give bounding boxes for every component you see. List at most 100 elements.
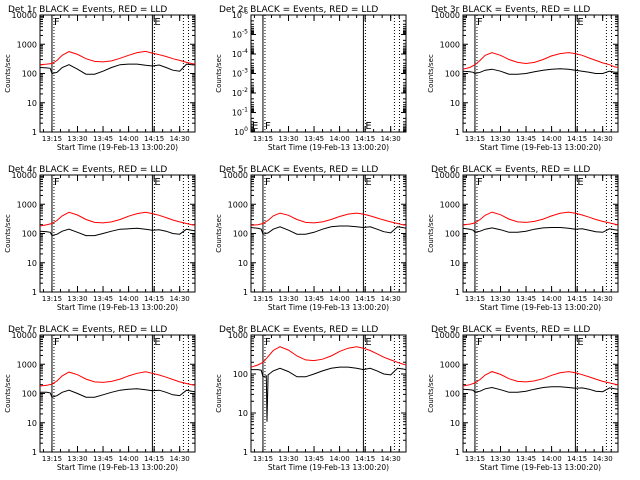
x-tick-label: 13:30	[278, 135, 298, 143]
panel-det-2: Det 2r BLACK = Events, RED = LLD Counts/s…	[215, 5, 407, 152]
y-tick-label: 1000	[440, 40, 460, 49]
plot-frame	[462, 174, 619, 293]
y-tick-label: 10	[450, 419, 460, 428]
x-tick-label: 13:30	[67, 295, 87, 303]
x-tick-label: 14:00	[118, 295, 138, 303]
y-tick-label: 100	[22, 390, 37, 399]
series-events-line	[40, 388, 195, 398]
y-tick-label: 10000	[12, 171, 37, 180]
y-tick-label: 1	[243, 448, 248, 457]
x-tick-label: 13:30	[490, 455, 510, 463]
panel-title: Det 9r BLACK = Events, RED = LLD	[431, 325, 590, 335]
panel-title: Det 2r BLACK = Events, RED = LLD	[219, 5, 378, 15]
x-tick-label: 14:30	[381, 135, 401, 143]
panel-det-9: Det 9r BLACK = Events, RED = LLD Counts/s…	[427, 325, 619, 472]
y-tick-label: 100	[445, 390, 460, 399]
x-tick-label: 13:45	[304, 295, 324, 303]
marker-letter-F: F	[477, 177, 483, 188]
marker-letter-E: E	[365, 121, 371, 132]
x-tick-label: 14:15	[567, 135, 587, 143]
marker-letter-F: F	[265, 121, 271, 132]
y-axis-label: Counts/sec	[427, 374, 435, 413]
panel-title: Det 7r BLACK = Events, RED = LLD	[8, 325, 167, 335]
marker-letter-F: F	[265, 177, 271, 188]
y-tick-label: 10	[27, 99, 37, 108]
y-tick-label: 10-2	[232, 87, 248, 98]
marker-letter-E: E	[154, 17, 160, 28]
marker-letter-F: F	[54, 337, 60, 348]
y-tick-label: 10-3	[232, 68, 248, 79]
plot-frame	[462, 334, 619, 453]
y-tick-label: 100	[22, 70, 37, 79]
y-axis-label: Counts/sec	[215, 214, 223, 253]
panel-title: Det 4r BLACK = Events, RED = LLD	[8, 165, 167, 175]
x-tick-label: 14:30	[593, 455, 613, 463]
y-tick-label: 10-5	[232, 29, 248, 40]
panel-det-5: Det 5r BLACK = Events, RED = LLD Counts/s…	[215, 165, 407, 312]
x-tick-label: 13:30	[490, 135, 510, 143]
panel-det-3: Det 3r BLACK = Events, RED = LLD Counts/s…	[427, 5, 619, 152]
x-axis-label: Start Time (19-Feb-13 13:00:20)	[268, 303, 389, 312]
plot-frame	[39, 334, 196, 453]
x-tick-label: 13:30	[490, 295, 510, 303]
x-tick-label: 14:15	[567, 455, 587, 463]
x-tick-label: 13:15	[465, 455, 485, 463]
x-tick-label: 14:15	[355, 135, 375, 143]
panel-det-1: Det 1r BLACK = Events, RED = LLD Counts/s…	[4, 5, 196, 152]
x-tick-label: 14:00	[329, 295, 349, 303]
y-tick-label: 100	[445, 230, 460, 239]
x-tick-label: 14:30	[170, 135, 190, 143]
x-axis-label: Start Time (19-Feb-13 13:00:20)	[480, 303, 601, 312]
marker-letter-F: F	[54, 177, 60, 188]
x-axis-label: Start Time (19-Feb-13 13:00:20)	[480, 463, 601, 472]
y-tick-label: 1000	[228, 331, 248, 340]
series-events-line	[463, 386, 618, 393]
x-tick-label: 14:30	[381, 455, 401, 463]
marker-letter-F: F	[477, 337, 483, 348]
y-tick-label: 10	[27, 419, 37, 428]
y-tick-label: 10000	[12, 331, 37, 340]
x-tick-label: 13:45	[304, 455, 324, 463]
marker-letter-F: F	[477, 17, 483, 28]
y-tick-label: 1	[455, 288, 460, 297]
x-tick-label: 14:00	[118, 455, 138, 463]
y-tick-label: 10	[27, 259, 37, 268]
x-axis-label: Start Time (19-Feb-13 13:00:20)	[57, 143, 178, 152]
x-tick-label: 14:15	[144, 455, 164, 463]
series-events-line	[251, 366, 406, 422]
x-tick-label: 14:15	[355, 455, 375, 463]
y-axis-label: Counts/sec	[215, 374, 223, 413]
y-tick-label: 10	[450, 259, 460, 268]
x-tick-label: 13:15	[465, 295, 485, 303]
y-tick-label: 1	[32, 288, 37, 297]
x-tick-label: 13:45	[93, 455, 113, 463]
marker-letter-E: E	[154, 337, 160, 348]
y-tick-label: 10000	[435, 331, 460, 340]
marker-letter-E: E	[365, 177, 371, 188]
y-axis-label: Counts/sec	[427, 214, 435, 253]
x-tick-label: 14:00	[541, 295, 561, 303]
y-tick-label: 10000	[12, 11, 37, 20]
x-tick-label: 13:15	[253, 135, 273, 143]
y-tick-label: 100	[22, 230, 37, 239]
series-events-line	[40, 63, 195, 75]
x-tick-label: 13:45	[93, 135, 113, 143]
x-tick-label: 14:30	[170, 295, 190, 303]
y-tick-label: 1	[32, 128, 37, 137]
series-lld-line	[40, 50, 195, 66]
x-tick-label: 13:45	[93, 295, 113, 303]
x-axis-label: Start Time (19-Feb-13 13:00:20)	[268, 143, 389, 152]
x-axis-label: Start Time (19-Feb-13 13:00:20)	[57, 463, 178, 472]
y-tick-label: 10-6	[232, 9, 248, 20]
panel-det-6: Det 6r BLACK = Events, RED = LLD Counts/s…	[427, 165, 619, 312]
series-lld-line	[463, 371, 618, 387]
marker-letter-F: F	[54, 17, 60, 28]
y-tick-label: 10000	[435, 11, 460, 20]
panel-title: Det 1r BLACK = Events, RED = LLD	[8, 5, 167, 15]
y-axis-label: Counts/sec	[427, 54, 435, 93]
x-tick-label: 13:45	[516, 135, 536, 143]
y-tick-label: 10000	[223, 171, 248, 180]
plot-frame	[39, 14, 196, 133]
y-tick-label: 1	[243, 288, 248, 297]
y-tick-label: 10	[238, 259, 248, 268]
